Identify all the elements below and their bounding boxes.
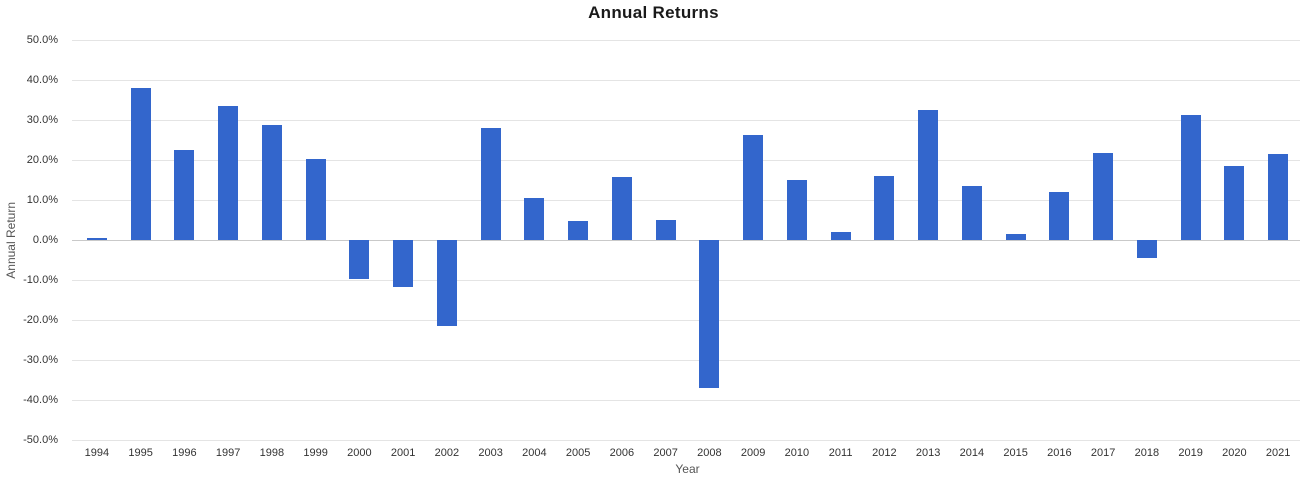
- x-tick-label: 2011: [828, 447, 853, 459]
- y-tick-label: -10.0%: [23, 274, 58, 286]
- x-tick-label: 2001: [390, 447, 416, 459]
- bar-1996[interactable]: [174, 150, 195, 240]
- gridline: [72, 40, 1300, 41]
- gridline: [72, 320, 1300, 321]
- bar-2008[interactable]: [699, 240, 720, 388]
- bar-2019[interactable]: [1180, 114, 1201, 240]
- x-tick-label: 1997: [215, 447, 241, 459]
- bar-2010[interactable]: [786, 180, 807, 240]
- bar-1995[interactable]: [130, 88, 151, 240]
- x-axis-tick-labels: 1994 1995 1996 1997 1998 1999 2000 2001 2002 2003…: [75, 447, 1300, 461]
- y-tick-label: 50.0%: [26, 34, 58, 46]
- x-tick-label: 2009: [740, 447, 766, 459]
- gridline: [72, 360, 1300, 361]
- y-tick-label: -20.0%: [23, 314, 58, 326]
- x-tick-label: 1999: [303, 447, 328, 459]
- x-tick-label: 2012: [872, 447, 897, 459]
- x-tick-label: 2006: [609, 447, 635, 459]
- gridline: [72, 440, 1300, 441]
- bar-1998[interactable]: [261, 125, 282, 240]
- y-tick-label: 10.0%: [26, 194, 58, 206]
- x-tick-label: 2000: [347, 447, 372, 459]
- bar-1997[interactable]: [218, 106, 239, 240]
- bar-2020[interactable]: [1224, 166, 1245, 240]
- plot-area: [72, 40, 1300, 441]
- gridline: [72, 280, 1300, 281]
- bar-2009[interactable]: [743, 134, 764, 240]
- bar-2012[interactable]: [874, 175, 895, 240]
- bar-2005[interactable]: [568, 220, 589, 240]
- bar-2015[interactable]: [1005, 234, 1026, 240]
- gridline: [72, 120, 1300, 121]
- x-tick-label: 2021: [1265, 447, 1291, 459]
- y-tick-label: 0.0%: [32, 234, 58, 246]
- x-tick-label: 2017: [1090, 447, 1116, 459]
- x-tick-label: 1996: [172, 447, 197, 459]
- x-tick-label: 2014: [959, 447, 985, 459]
- x-tick-label: 2019: [1178, 447, 1203, 459]
- bar-2003[interactable]: [480, 127, 501, 240]
- x-tick-label: 2005: [565, 447, 591, 459]
- x-tick-label: 2020: [1222, 447, 1247, 459]
- y-tick-label: -40.0%: [23, 394, 58, 406]
- bar-2002[interactable]: [436, 240, 457, 326]
- gridline: [72, 80, 1300, 81]
- bar-2014[interactable]: [961, 186, 982, 240]
- y-tick-label: -30.0%: [23, 354, 58, 366]
- bar-2018[interactable]: [1136, 240, 1157, 258]
- gridline: [72, 160, 1300, 161]
- x-tick-label: 2018: [1134, 447, 1160, 459]
- bar-1999[interactable]: [305, 158, 326, 240]
- y-tick-label: 20.0%: [26, 154, 58, 166]
- bar-2001[interactable]: [393, 240, 414, 288]
- y-tick-label: -50.0%: [23, 434, 58, 446]
- bar-2007[interactable]: [655, 220, 676, 240]
- chart-title: Annual Returns: [588, 3, 719, 22]
- x-tick-label: 2004: [522, 447, 547, 459]
- bar-2006[interactable]: [611, 176, 632, 240]
- y-axis-tick-labels: 50.0% 40.0% 30.0% 20.0% 10.0% 0.0% -10.0% -20.0…: [0, 34, 58, 446]
- y-tick-label: 40.0%: [26, 74, 58, 86]
- zero-baseline: [72, 240, 1300, 241]
- gridline: [72, 400, 1300, 401]
- bar-2016[interactable]: [1049, 192, 1070, 240]
- x-tick-label: 2003: [478, 447, 503, 459]
- x-tick-label: 2016: [1047, 447, 1072, 459]
- x-tick-label: 2002: [434, 447, 460, 459]
- x-tick-label: 2007: [653, 447, 678, 459]
- bar-2017[interactable]: [1093, 152, 1114, 240]
- bar-2013[interactable]: [918, 110, 939, 240]
- x-axis-title: Year: [675, 462, 700, 476]
- bar-2000[interactable]: [349, 240, 370, 279]
- gridline: [72, 200, 1300, 201]
- y-tick-label: 30.0%: [26, 114, 58, 126]
- x-tick-label: 2008: [697, 447, 722, 459]
- bar-2021[interactable]: [1268, 153, 1289, 240]
- x-tick-label: 1998: [259, 447, 285, 459]
- x-tick-label: 1995: [128, 447, 153, 459]
- bar-2011[interactable]: [830, 232, 851, 240]
- bar-2004[interactable]: [524, 198, 545, 240]
- x-tick-label: 2015: [1003, 447, 1028, 459]
- x-tick-label: 2013: [915, 447, 941, 459]
- x-tick-label: 2010: [784, 447, 810, 459]
- bar-1994[interactable]: [86, 238, 107, 240]
- x-tick-label: 1994: [84, 447, 110, 459]
